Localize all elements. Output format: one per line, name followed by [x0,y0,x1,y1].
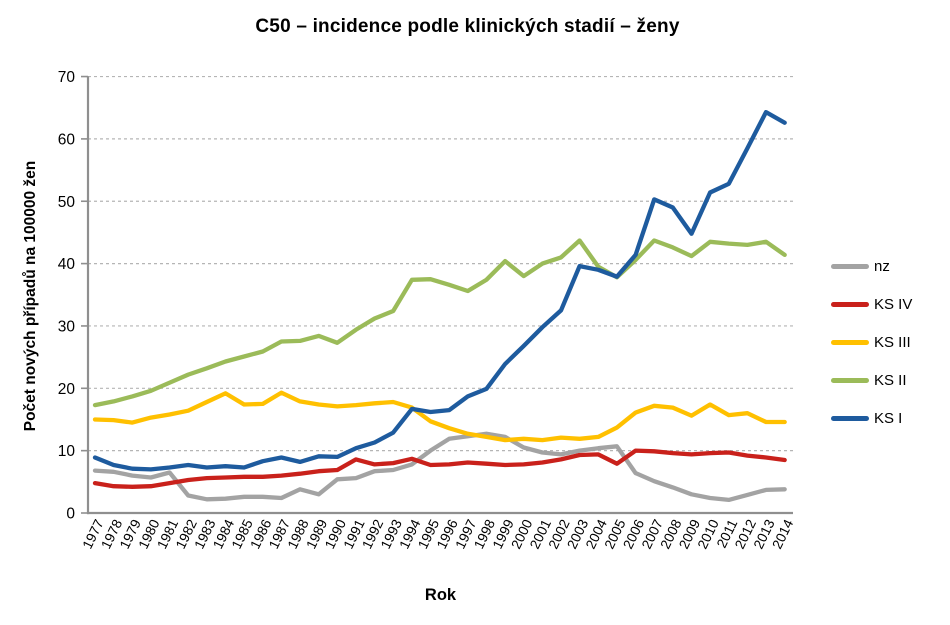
legend-label-ks-iii: KS III [874,333,911,351]
y-tick-label: 10 [58,443,76,460]
chart-title: C50 – incidence podle klinických stadií … [255,16,680,37]
legend-swatch-ks-ii [831,377,869,383]
y-tick-label: 20 [58,381,76,398]
legend-item-nz: nz [831,252,949,280]
x-axis-title: Rok [424,586,457,604]
y-tick-label: 40 [58,256,76,273]
series-line-ks-iii [92,390,787,443]
legend-label-nz: nz [874,257,890,275]
series-line-nz [92,431,787,503]
y-tick-label: 30 [58,318,76,335]
series-line-ks-iv [92,448,787,489]
legend-swatch-ks-i [831,415,869,421]
legend: nz KS IV KS III KS II KS I [831,252,949,442]
legend-item-ks-i: KS I [831,404,949,432]
legend-swatch-ks-iii [831,339,869,345]
legend-item-ks-iv: KS IV [831,290,949,318]
legend-item-ks-ii: KS II [831,366,949,394]
legend-item-ks-iii: KS III [831,328,949,356]
legend-label-ks-i: KS I [874,409,903,427]
y-tick-label: 0 [66,506,75,523]
y-tick-label: 50 [58,194,76,211]
y-tick-label: 70 [58,69,76,86]
y-tick-label: 60 [58,131,76,148]
legend-label-ks-iv: KS IV [874,295,913,313]
series-line-ks-i [92,109,787,472]
legend-swatch-ks-iv [831,301,869,307]
legend-swatch-nz [831,263,869,269]
series-line-ks-ii [92,238,787,408]
legend-label-ks-ii: KS II [874,371,907,389]
